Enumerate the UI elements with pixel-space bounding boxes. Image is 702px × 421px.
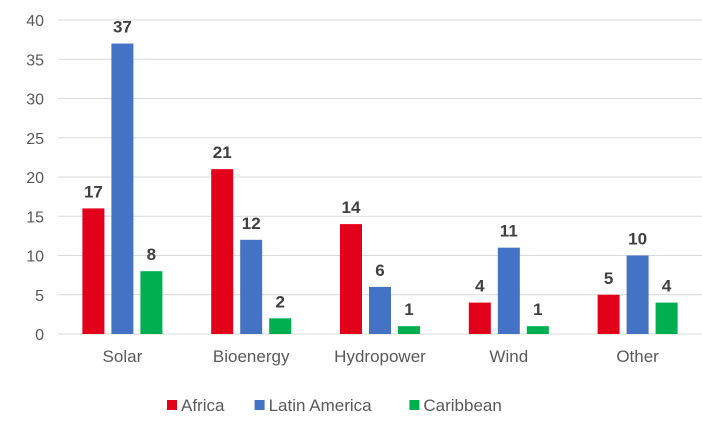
y-tick-label: 30 bbox=[26, 92, 44, 109]
x-category-label: Solar bbox=[103, 347, 143, 366]
legend-label-caribbean: Caribbean bbox=[423, 396, 501, 415]
data-label: 2 bbox=[275, 292, 284, 311]
y-tick-label: 15 bbox=[26, 209, 44, 226]
gridlines bbox=[58, 19, 702, 335]
bar-africa bbox=[82, 208, 105, 334]
x-category-label: Hydropower bbox=[334, 347, 426, 366]
legend-swatch-africa bbox=[167, 400, 177, 410]
bar-caribbean bbox=[269, 318, 292, 334]
x-category-label: Bioenergy bbox=[213, 347, 290, 366]
bar-caribbean bbox=[655, 302, 678, 334]
bars bbox=[82, 43, 678, 335]
data-label: 1 bbox=[533, 300, 542, 319]
x-category-label: Wind bbox=[489, 347, 528, 366]
y-axis-ticks: 0 5 10 15 20 25 30 35 40 bbox=[26, 13, 44, 344]
bar-latin-america bbox=[369, 286, 391, 334]
data-label: 10 bbox=[628, 230, 647, 249]
data-label: 14 bbox=[342, 198, 361, 217]
data-label: 37 bbox=[113, 18, 132, 37]
legend: Africa Latin America Caribbean bbox=[167, 396, 502, 415]
y-tick-label: 0 bbox=[35, 327, 44, 344]
legend-swatch-latin-america bbox=[254, 400, 265, 410]
bar-africa bbox=[468, 302, 491, 334]
legend-label-latin-america: Latin America bbox=[269, 396, 373, 415]
data-label: 12 bbox=[242, 214, 261, 233]
bar-africa bbox=[597, 294, 620, 334]
y-tick-label: 40 bbox=[26, 13, 44, 30]
y-tick-label: 5 bbox=[35, 288, 44, 305]
bar-latin-america bbox=[626, 255, 649, 334]
data-label: 6 bbox=[375, 261, 384, 280]
y-tick-label: 35 bbox=[26, 52, 44, 69]
y-tick-label: 20 bbox=[26, 170, 44, 187]
data-label: 4 bbox=[475, 277, 485, 296]
y-tick-label: 25 bbox=[26, 131, 44, 148]
x-axis-categories: Solar Bioenergy Hydropower Wind Other bbox=[103, 347, 660, 366]
bar-latin-america bbox=[497, 247, 520, 334]
legend-swatch-caribbean bbox=[409, 400, 420, 410]
data-label: 21 bbox=[213, 143, 232, 162]
data-label: 8 bbox=[147, 245, 156, 264]
x-category-label: Other bbox=[616, 347, 659, 366]
bar-caribbean bbox=[140, 271, 163, 334]
data-label: 1 bbox=[404, 300, 413, 319]
bar-latin-america bbox=[240, 239, 263, 334]
data-label: 17 bbox=[84, 182, 103, 201]
data-label: 5 bbox=[604, 269, 613, 288]
bar-caribbean bbox=[526, 326, 549, 334]
y-tick-label: 10 bbox=[26, 249, 44, 266]
bar-africa bbox=[340, 224, 362, 334]
data-label: 11 bbox=[500, 222, 518, 241]
bar-caribbean bbox=[398, 326, 420, 334]
bar-africa bbox=[211, 169, 234, 334]
legend-label-africa: Africa bbox=[181, 396, 225, 415]
data-label: 4 bbox=[662, 277, 672, 296]
bar-latin-america bbox=[111, 43, 134, 335]
